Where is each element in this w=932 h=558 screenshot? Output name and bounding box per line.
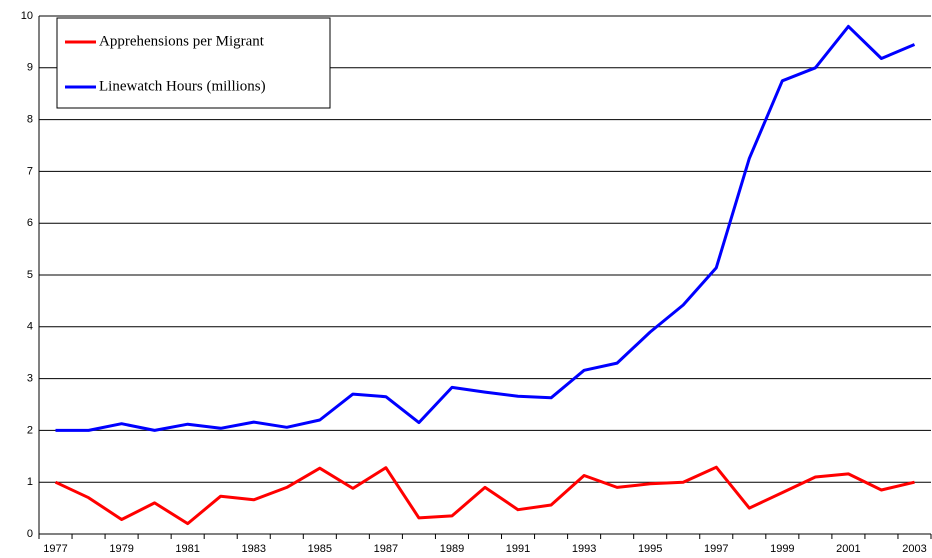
legend-label: Apprehensions per Migrant (99, 33, 265, 49)
series-line (54, 465, 915, 526)
legend-label: Linewatch Hours (millions) (99, 78, 266, 94)
x-tick-label: 1983 (241, 543, 265, 555)
y-tick-label: 3 (27, 373, 33, 385)
x-tick-label: 1993 (572, 543, 596, 555)
x-tick-label: 1981 (175, 543, 199, 555)
x-tick-label: 1977 (43, 543, 67, 555)
y-tick-label: 9 (27, 62, 33, 74)
x-tick-label: 1989 (440, 543, 464, 555)
x-tick-label: 2003 (902, 543, 926, 555)
y-tick-label: 0 (27, 528, 33, 540)
x-tick-label: 1997 (704, 543, 728, 555)
x-tick-label: 1991 (506, 543, 530, 555)
y-tick-label: 7 (27, 165, 33, 177)
y-tick-label: 6 (27, 217, 33, 229)
y-tick-label: 10 (21, 10, 33, 22)
x-tick-label: 1987 (374, 543, 398, 555)
y-tick-label: 2 (27, 424, 33, 436)
y-tick-label: 4 (27, 321, 33, 333)
x-tick-label: 1979 (109, 543, 133, 555)
x-tick-label: 2001 (836, 543, 860, 555)
legend-box (56, 17, 331, 109)
series-line (55, 24, 916, 432)
x-tick-label: 1985 (308, 543, 332, 555)
legend: Apprehensions per Migrant Linewatch Hours… (56, 17, 331, 109)
x-tick-label: 1995 (638, 543, 662, 555)
y-tick-label: 8 (27, 114, 33, 126)
x-tick-label: 1999 (770, 543, 794, 555)
y-tick-label: 5 (27, 269, 33, 281)
y-tick-label: 1 (27, 476, 33, 488)
